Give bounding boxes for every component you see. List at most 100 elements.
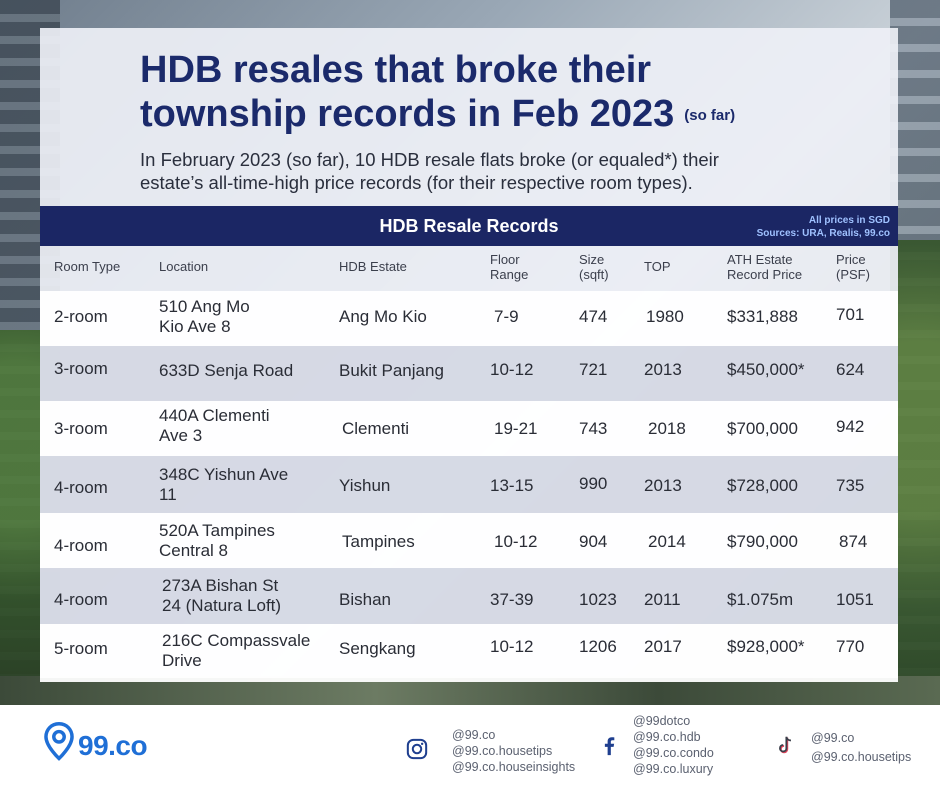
cell-floor: 10-12	[490, 360, 534, 379]
cell-estate: Tampines	[342, 532, 415, 551]
cell-floor: 37-39	[490, 590, 534, 609]
cell-price: $450,000*	[727, 360, 805, 379]
facebook-handle[interactable]: @99dotco	[633, 714, 691, 728]
cell-floor: 10-12	[494, 532, 538, 551]
cell-floor: 7-9	[494, 307, 519, 326]
title-line-2: township records in Feb 2023 (so far)	[140, 93, 736, 135]
cell-location: 520A Tampines Central 8	[159, 521, 275, 560]
subtitle-line-2: estate’s all-time-high price records (fo…	[140, 172, 693, 193]
cell-location: 348C Yishun Ave 11	[159, 465, 289, 504]
cell-price: $790,000	[727, 532, 798, 551]
cell-estate: Bukit Panjang	[339, 361, 444, 380]
cell-top: 2017	[644, 637, 682, 656]
page-title: HDB resales that broke their township re…	[140, 48, 840, 138]
table-row: 4-room 273A Bishan St 24 (Natura Loft) Bi…	[40, 568, 898, 624]
facebook-handle[interactable]: @99.co.hdb	[633, 730, 701, 744]
table-row: 4-room 348C Yishun Ave 11 Yishun 13-15 99…	[40, 456, 898, 513]
location-pin-logo-icon	[44, 722, 74, 761]
cell-size: 721	[579, 360, 608, 379]
cell-size: 990	[579, 474, 608, 493]
cell-room-type: 2-room	[54, 307, 108, 326]
cell-estate: Clementi	[342, 419, 410, 438]
facebook-handles: @99dotco @99.co.hdb @99.co.condo @99.co.…	[633, 713, 714, 777]
cell-price: $928,000*	[727, 637, 805, 656]
header-estate: HDB Estate	[339, 259, 407, 274]
cell-estate: Sengkang	[339, 639, 416, 658]
instagram-handle[interactable]: @99.co.housetips	[452, 744, 553, 758]
instagram-handle[interactable]: @99.co.houseinsights	[452, 760, 576, 774]
cell-location: 510 Ang Mo Kio Ave 8	[159, 297, 250, 336]
table-row: 3-room 633D Senja Road Bukit Panjang 10-…	[40, 346, 898, 401]
cell-price: $331,888	[727, 307, 798, 326]
tiktok-handle[interactable]: @99.co	[811, 731, 855, 745]
cell-top: 2014	[648, 532, 686, 551]
cell-room-type: 5-room	[54, 639, 108, 658]
background-trees-right	[890, 240, 940, 705]
cell-floor: 19-21	[494, 419, 538, 438]
tiktok-handle[interactable]: @99.co.housetips	[811, 750, 912, 764]
header-room-type: Room Type	[54, 259, 121, 274]
header-location: Location	[159, 259, 209, 274]
cell-top: 2013	[644, 360, 682, 379]
cell-location: 216C Compassvale Drive	[162, 631, 311, 670]
header-top: TOP	[644, 259, 671, 274]
cell-psf: 942	[836, 417, 865, 436]
header-floor-range: Floor Range	[490, 252, 529, 282]
cell-floor: 13-15	[490, 476, 534, 495]
facebook-icon[interactable]	[598, 735, 620, 757]
cell-psf: 874	[839, 532, 868, 551]
cell-estate: Ang Mo Kio	[339, 307, 427, 326]
header-psf: Price (PSF)	[836, 252, 870, 282]
cell-price: $728,000	[727, 476, 798, 495]
cell-estate: Yishun	[339, 476, 391, 495]
brand-logo-text: 99.co	[78, 730, 148, 761]
table-row: 3-room 440A Clementi Ave 3 Clementi 19-21…	[40, 401, 898, 456]
header-size: Size (sqft)	[579, 252, 609, 282]
table-source-note: All prices in SGD Sources: URA, Realis, …	[756, 215, 890, 239]
cell-size: 474	[579, 307, 608, 326]
cell-top: 2011	[644, 590, 681, 609]
cell-psf: 701	[836, 305, 865, 324]
title-line-1: HDB resales that broke their	[140, 49, 652, 91]
cell-location: 273A Bishan St 24 (Natura Loft)	[162, 576, 282, 615]
cell-room-type: 3-room	[54, 359, 108, 378]
table-row: 5-room 216C Compassvale Drive Sengkang 10…	[40, 624, 898, 682]
cell-location: 633D Senja Road	[159, 361, 294, 380]
instagram-icon[interactable]	[406, 738, 428, 760]
cell-top: 1980	[646, 307, 684, 326]
cell-room-type: 3-room	[54, 419, 108, 438]
table-row: 2-room 510 Ang Mo Kio Ave 8 Ang Mo Kio 7-…	[40, 291, 898, 346]
cell-size: 1023	[579, 590, 617, 609]
table-row: 4-room 520A Tampines Central 8 Tampines 1…	[40, 513, 898, 568]
cell-top: 2013	[644, 476, 682, 495]
cell-price: $1.075m	[727, 590, 794, 609]
facebook-handle[interactable]: @99.co.condo	[633, 746, 714, 760]
cell-price: $700,000	[727, 419, 798, 438]
table-title-bar: HDB Resale Records All prices in SGD Sou…	[40, 206, 898, 246]
cell-room-type: 4-room	[54, 478, 108, 497]
cell-psf: 1051	[836, 590, 874, 609]
header-ath-price: ATH Estate Record Price	[727, 252, 803, 282]
cell-psf: 735	[836, 476, 865, 495]
title-suffix: (so far)	[684, 107, 736, 124]
tiktok-icon[interactable]	[774, 734, 796, 756]
tiktok-handles: @99.co @99.co.housetips	[811, 730, 911, 765]
records-table-body: 2-room 510 Ang Mo Kio Ave 8 Ang Mo Kio 7-…	[40, 291, 898, 682]
cell-estate: Bishan	[339, 590, 391, 609]
cell-size: 743	[579, 419, 608, 438]
cell-location: 440A Clementi Ave 3	[159, 406, 270, 445]
cell-floor: 10-12	[490, 637, 534, 656]
subtitle-line-1: In February 2023 (so far), 10 HDB resale…	[140, 149, 719, 170]
cell-top: 2018	[648, 419, 686, 438]
cell-room-type: 4-room	[54, 536, 108, 555]
cell-size: 904	[579, 532, 608, 551]
cell-room-type: 4-room	[54, 590, 108, 609]
instagram-handle[interactable]: @99.co	[452, 728, 496, 742]
cell-size: 1206	[579, 637, 617, 656]
cell-psf: 770	[836, 637, 865, 656]
page-subtitle: In February 2023 (so far), 10 HDB resale…	[140, 148, 860, 194]
table-title: HDB Resale Records	[379, 216, 559, 236]
facebook-handle[interactable]: @99.co.luxury	[633, 762, 714, 776]
cell-psf: 624	[836, 360, 865, 379]
instagram-handles: @99.co @99.co.housetips @99.co.houseinsi…	[452, 727, 575, 775]
